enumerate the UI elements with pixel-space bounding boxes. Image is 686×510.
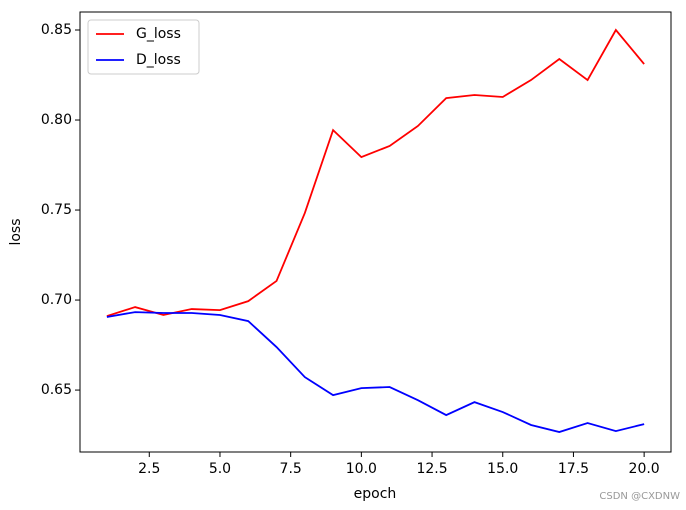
watermark: CSDN @CXDNW [599, 491, 680, 502]
y-tick-label: 0.75 [41, 202, 72, 218]
x-tick-label: 15.0 [487, 461, 518, 477]
y-tick-label: 0.80 [41, 112, 72, 128]
y-tick-label: 0.85 [41, 22, 72, 38]
x-axis-label: epoch [354, 486, 397, 502]
x-tick-label: 7.5 [280, 461, 302, 477]
x-tick-label: 20.0 [629, 461, 660, 477]
y-axis-label: loss [8, 218, 24, 245]
x-tick-label: 2.5 [138, 461, 160, 477]
y-tick-label: 0.65 [41, 382, 72, 398]
series-line [106, 311, 645, 433]
x-tick-label: 17.5 [558, 461, 589, 477]
legend-label: G_loss [136, 26, 181, 42]
y-tick-label: 0.70 [41, 292, 72, 308]
series-line [106, 28, 645, 317]
plot-frame [79, 11, 672, 453]
x-tick-label: 10.0 [346, 461, 377, 477]
legend-label: D_loss [136, 52, 181, 68]
x-tick-label: 12.5 [416, 461, 447, 477]
x-tick-label: 5.0 [209, 461, 231, 477]
